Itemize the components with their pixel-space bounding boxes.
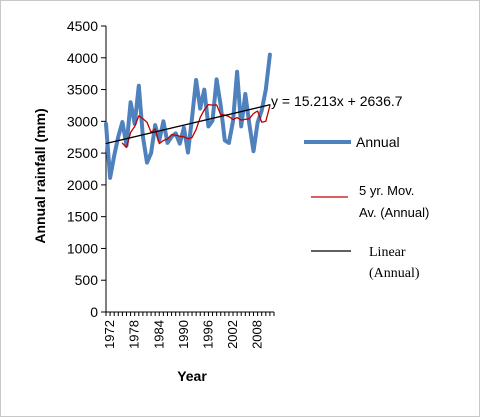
x-tick-label: 1996: [200, 320, 215, 349]
legend-label-linear-line2: (Annual): [369, 266, 420, 281]
legend-label-moving-average-line1: 5 yr. Mov.: [359, 183, 414, 198]
x-axis-title: Year: [177, 368, 207, 384]
y-tick-label: 3500: [67, 82, 98, 98]
y-tick-label: 0: [90, 304, 98, 320]
legend-entry-annual: Annual: [304, 134, 400, 150]
x-tick-label: 2008: [250, 320, 265, 349]
y-tick-label: 1000: [67, 240, 98, 256]
legend-entry-moving-average: 5 yr. Mov. Av. (Annual): [311, 183, 429, 220]
x-tick-label: 2002: [225, 320, 240, 349]
x-tick-label: 1984: [151, 320, 166, 349]
legend-label-moving-average-line2: Av. (Annual): [359, 205, 429, 220]
y-axis-title: Annual rainfall (mm): [32, 108, 48, 243]
series-annual: [104, 52, 272, 180]
series-moving-average: [121, 103, 271, 149]
y-tick-label: 2500: [67, 145, 98, 161]
legend-label-linear-line1: Linear: [369, 245, 406, 260]
y-tick-label: 500: [75, 272, 99, 288]
x-tick-label: 1972: [102, 320, 117, 349]
legend-label-annual: Annual: [356, 134, 400, 150]
legend-entry-linear: Linear (Annual): [311, 245, 420, 281]
y-tick-label: 1500: [67, 209, 98, 225]
axes: 0 500 1000 1500 2000 2500 3000 3500 4000 4500 1972…: [67, 18, 275, 349]
x-tick-label: 1990: [176, 320, 191, 349]
text-layer: Annual rainfall (mm) Year y = 15.213x + …: [32, 93, 403, 384]
trendline-equation: y = 15.213x + 2636.7: [271, 93, 403, 109]
series-layer: [104, 52, 272, 180]
y-tick-label: 3000: [67, 113, 98, 129]
y-tick-label: 4000: [67, 50, 98, 66]
y-tick-label: 2000: [67, 177, 98, 193]
series-linear-trend: [105, 104, 271, 145]
legend: Annual 5 yr. Mov. Av. (Annual) Linear (A…: [304, 134, 429, 281]
x-tick-label: 1978: [127, 320, 142, 349]
y-tick-label: 4500: [67, 18, 98, 34]
